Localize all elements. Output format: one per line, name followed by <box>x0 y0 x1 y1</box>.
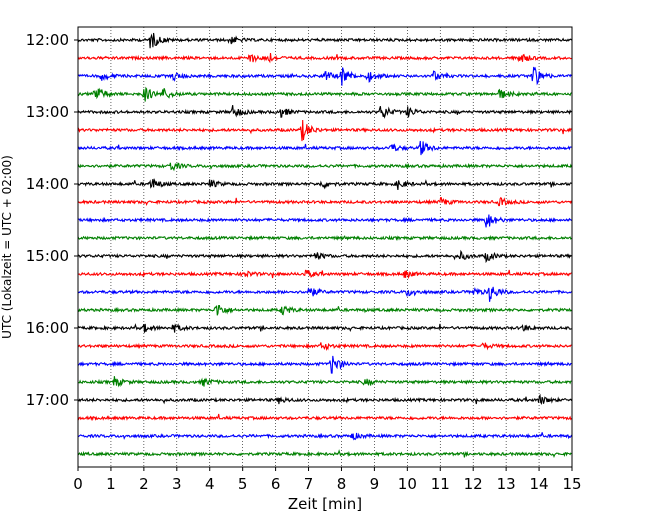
seismic-trace <box>77 86 572 102</box>
trace-line <box>77 177 572 190</box>
x-tick-label: 14 <box>530 475 549 493</box>
trace-line <box>77 162 573 172</box>
x-tick-label: 1 <box>106 475 116 493</box>
seismic-trace <box>77 304 572 316</box>
x-tick-label: 0 <box>73 475 83 493</box>
y-tick-label: 13:00 <box>26 103 69 121</box>
trace-line <box>77 249 572 264</box>
seismic-trace <box>77 196 573 207</box>
seismic-trace <box>77 449 572 459</box>
x-axis-ticks: 0 1 2 3 4 5 6 7 8 9 10 11 12 13 14 15 <box>73 467 582 493</box>
x-tick-label: 3 <box>172 475 182 493</box>
trace-line <box>77 376 572 388</box>
trace-line <box>77 53 572 64</box>
seismic-trace <box>77 286 572 302</box>
seismic-trace <box>77 177 572 190</box>
y-tick-label: 15:00 <box>26 247 69 265</box>
trace-line <box>77 342 572 352</box>
x-tick-label: 9 <box>370 475 380 493</box>
seismic-trace <box>77 53 572 64</box>
seismic-trace <box>77 323 572 333</box>
seismic-trace <box>77 393 572 405</box>
trace-line <box>77 196 573 207</box>
trace-line <box>77 234 572 241</box>
trace-line <box>77 432 573 441</box>
seismic-trace <box>77 162 573 172</box>
trace-group <box>77 32 573 459</box>
trace-line <box>77 105 572 119</box>
trace-line <box>77 32 572 49</box>
trace-line <box>77 355 572 374</box>
x-tick-label: 12 <box>464 475 483 493</box>
trace-line <box>77 323 572 333</box>
trace-line <box>77 66 572 86</box>
trace-line <box>77 413 572 421</box>
seismic-trace <box>77 249 572 264</box>
trace-line <box>77 304 572 316</box>
y-tick-label: 16:00 <box>26 319 69 337</box>
x-tick-label: 11 <box>431 475 450 493</box>
y-tick-label: 17:00 <box>26 391 69 409</box>
seismic-trace <box>77 119 572 142</box>
x-tick-label: 15 <box>562 475 581 493</box>
x-tick-label: 7 <box>304 475 314 493</box>
seismic-trace <box>77 66 572 86</box>
x-tick-label: 2 <box>139 475 149 493</box>
x-tick-label: 10 <box>398 475 417 493</box>
seismic-trace <box>77 105 572 119</box>
seismic-trace <box>77 432 573 441</box>
plot-frame <box>77 26 573 468</box>
seismic-trace <box>77 355 572 374</box>
x-axis-label: Zeit [min] <box>288 495 362 513</box>
seismic-trace <box>77 413 572 421</box>
trace-line <box>77 393 572 405</box>
x-gridlines <box>110 27 540 467</box>
trace-line <box>77 119 572 142</box>
y-tick-label: 12:00 <box>26 31 69 49</box>
trace-line <box>77 214 572 228</box>
y-axis-label: UTC (Lokalzeit = UTC + 02:00) <box>0 155 14 339</box>
seismic-trace <box>77 376 572 388</box>
trace-line <box>77 86 572 102</box>
seismic-trace <box>77 269 572 280</box>
x-tick-label: 5 <box>238 475 248 493</box>
x-tick-label: 8 <box>337 475 347 493</box>
trace-line <box>77 140 572 156</box>
seismic-trace <box>77 342 572 352</box>
seismic-trace <box>77 140 572 156</box>
trace-line <box>77 269 572 280</box>
x-tick-label: 13 <box>497 475 516 493</box>
seismic-trace <box>77 234 572 241</box>
y-axis-ticks: 12:00 13:00 14:00 15:00 16:00 17:00 <box>26 31 78 409</box>
x-tick-label: 6 <box>271 475 281 493</box>
seismic-trace <box>77 214 572 228</box>
seismic-trace <box>77 32 572 49</box>
trace-line <box>77 286 572 302</box>
x-tick-label: 4 <box>205 475 215 493</box>
trace-line <box>77 449 572 459</box>
y-tick-label: 14:00 <box>26 175 69 193</box>
